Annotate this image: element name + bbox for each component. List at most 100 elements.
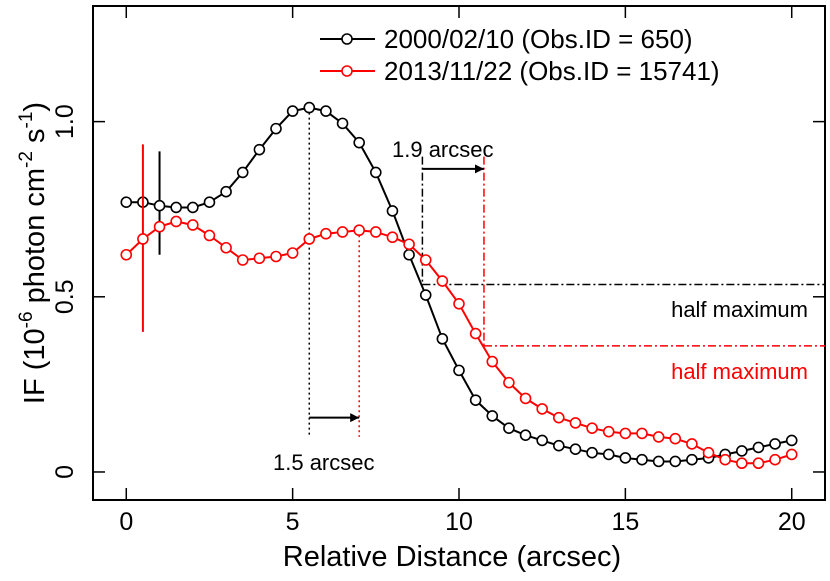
y-axis-title: IF (10-6 photon cm-2 s-1)	[16, 102, 51, 404]
data-point	[436, 275, 449, 287]
x-tick-label: 20	[778, 508, 806, 536]
data-point	[187, 219, 199, 231]
data-point	[536, 403, 548, 415]
series-0	[120, 101, 798, 468]
data-point	[153, 220, 166, 233]
data-point	[719, 453, 731, 466]
data-point	[120, 196, 133, 208]
data-point	[253, 143, 266, 156]
data-point	[320, 227, 332, 240]
legend-marker-black	[341, 33, 353, 45]
data-point	[270, 122, 282, 135]
data-point	[503, 376, 515, 389]
data-point	[370, 166, 382, 179]
data-point	[769, 453, 781, 466]
data-point	[686, 438, 698, 450]
data-point	[220, 241, 232, 254]
data-point	[336, 117, 349, 130]
data-point	[453, 364, 465, 377]
data-point	[436, 333, 449, 345]
data-point	[170, 215, 182, 228]
data-point	[403, 238, 415, 251]
x-tick-label: 10	[445, 508, 473, 536]
legend: 2000/02/10 (Obs.ID = 650) 2013/11/22 (Ob…	[320, 24, 720, 86]
half-max-label-black: half maximum	[671, 297, 808, 322]
data-point	[785, 434, 798, 447]
y-tick-label: 0.5	[51, 279, 79, 314]
data-point	[469, 327, 482, 340]
data-point	[736, 445, 748, 457]
data-point	[602, 425, 615, 438]
data-point	[137, 233, 149, 245]
data-point	[236, 254, 249, 266]
data-point	[187, 201, 199, 214]
y-tick-label: 1.0	[51, 104, 79, 139]
data-point	[336, 226, 349, 238]
data-point	[752, 441, 765, 454]
legend-label-black: 2000/02/10 (Obs.ID = 650)	[384, 24, 693, 54]
data-point	[586, 422, 598, 434]
axis-ticks: 0 5 10 15 20 0 0.5 1.0	[51, 6, 825, 536]
data-point	[553, 439, 565, 452]
data-point	[353, 136, 365, 149]
data-point	[153, 199, 166, 212]
data-point	[320, 105, 332, 117]
half-max-label-red: half maximum	[671, 359, 808, 384]
half-shift-label: 1.9 arcsec	[392, 137, 494, 162]
data-point	[253, 252, 266, 265]
data-point	[203, 229, 216, 242]
data-point	[419, 254, 432, 266]
data-point	[636, 427, 648, 440]
data-point	[486, 410, 499, 422]
data-point	[619, 452, 632, 464]
data-point	[453, 298, 465, 310]
data-point	[236, 166, 249, 179]
data-point	[303, 233, 316, 245]
data-point	[270, 250, 282, 263]
data-point	[203, 196, 216, 208]
data-point	[785, 448, 798, 461]
legend-marker-red	[341, 65, 353, 77]
data-point	[303, 101, 316, 114]
data-point	[652, 431, 665, 443]
x-tick-label: 15	[611, 508, 639, 536]
data-point	[569, 417, 582, 429]
series-line	[125, 220, 792, 465]
peak-shift-label: 1.5 arcsec	[273, 450, 375, 475]
data-point	[353, 224, 365, 237]
data-point	[569, 443, 582, 455]
data-point	[220, 185, 232, 198]
data-point	[519, 429, 532, 441]
data-point	[120, 248, 133, 261]
data-point	[286, 247, 299, 259]
data-point	[286, 105, 299, 117]
data-point	[536, 434, 548, 447]
data-point	[586, 446, 598, 459]
y-tick-label: 0	[51, 465, 79, 479]
data-point	[769, 438, 781, 450]
data-point	[469, 394, 482, 406]
data-point	[486, 355, 499, 368]
data-point	[419, 289, 432, 301]
data-point	[736, 457, 748, 470]
x-tick-label: 5	[286, 508, 300, 536]
data-point	[370, 226, 382, 238]
data-point	[403, 248, 415, 261]
data-point	[669, 455, 682, 468]
data-point	[636, 453, 648, 466]
data-point	[702, 446, 715, 459]
data-point	[669, 432, 682, 445]
data-point	[619, 427, 632, 440]
series-layer	[120, 101, 798, 470]
data-point	[752, 457, 765, 470]
data-point	[553, 411, 565, 424]
data-point	[386, 231, 399, 244]
data-point	[170, 201, 182, 214]
data-point	[503, 422, 515, 434]
x-tick-label: 0	[119, 508, 133, 536]
legend-label-red: 2013/11/22 (Obs.ID = 15741)	[384, 56, 720, 86]
x-axis-title: Relative Distance (arcsec)	[283, 541, 621, 573]
data-point	[519, 392, 532, 405]
data-point	[386, 205, 399, 217]
